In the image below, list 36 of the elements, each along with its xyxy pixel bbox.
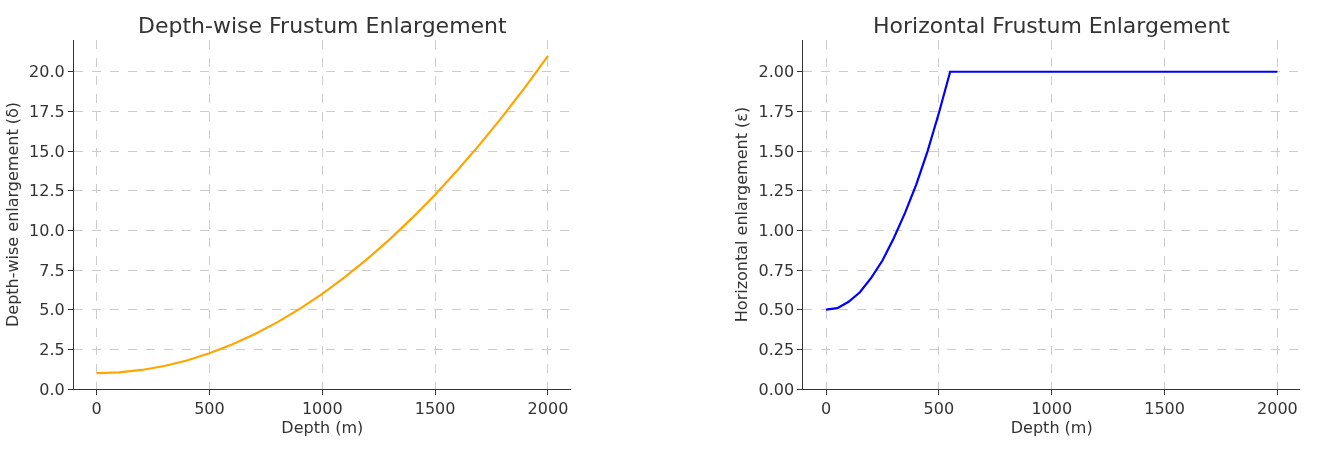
y-tick-label: 1.50	[758, 141, 795, 161]
x-tick-label: 1500	[414, 399, 456, 419]
line-series	[824, 70, 1279, 311]
y-tick-label: 5.0	[39, 300, 65, 320]
y-tick-label: 0.25	[758, 339, 795, 359]
x-tick-label: 2000	[1257, 399, 1298, 419]
x-tick-label: 500	[194, 399, 225, 419]
y-tick-label: 10.0	[29, 220, 65, 240]
y-tick-label: 20.0	[29, 62, 65, 82]
y-tick-label: 1.25	[758, 181, 795, 201]
y-tick-label: 1.75	[758, 101, 795, 121]
x-tick-label: 0	[820, 399, 832, 419]
x-tick-label: 500	[923, 399, 955, 419]
x-axis-title: Depth (m)	[1010, 418, 1093, 438]
x-tick-label: 1000	[1031, 399, 1073, 419]
x-tick-label: 0	[91, 399, 102, 419]
x-tick-label: 1000	[301, 399, 343, 419]
y-tick-label: 0.0	[39, 379, 65, 399]
chart-title: Depth-wise Frustum Enlargement	[138, 13, 508, 38]
y-tick-label: 7.5	[39, 260, 65, 280]
y-tick-label: 2.00	[758, 62, 795, 82]
y-axis-title: Depth-wise enlargement (δ)	[2, 101, 22, 328]
y-tick-label: 15.0	[29, 141, 65, 161]
y-tick-label: 2.5	[39, 339, 65, 359]
chart-title: Horizontal Frustum Enlargement	[873, 13, 1231, 38]
x-axis-title: Depth (m)	[281, 418, 364, 438]
y-tick-label: 12.5	[29, 181, 65, 201]
x-tick-label: 2000	[527, 399, 569, 419]
y-axis-title: Horizontal enlargement (ε)	[732, 106, 752, 323]
line-series	[95, 54, 550, 375]
y-tick-label: 0.50	[758, 300, 795, 320]
y-tick-label: 17.5	[29, 101, 65, 121]
y-tick-label: 0.00	[758, 379, 795, 399]
y-tick-label: 0.75	[758, 260, 795, 280]
x-tick-label: 1500	[1144, 399, 1185, 419]
y-tick-label: 1.00	[758, 220, 795, 240]
